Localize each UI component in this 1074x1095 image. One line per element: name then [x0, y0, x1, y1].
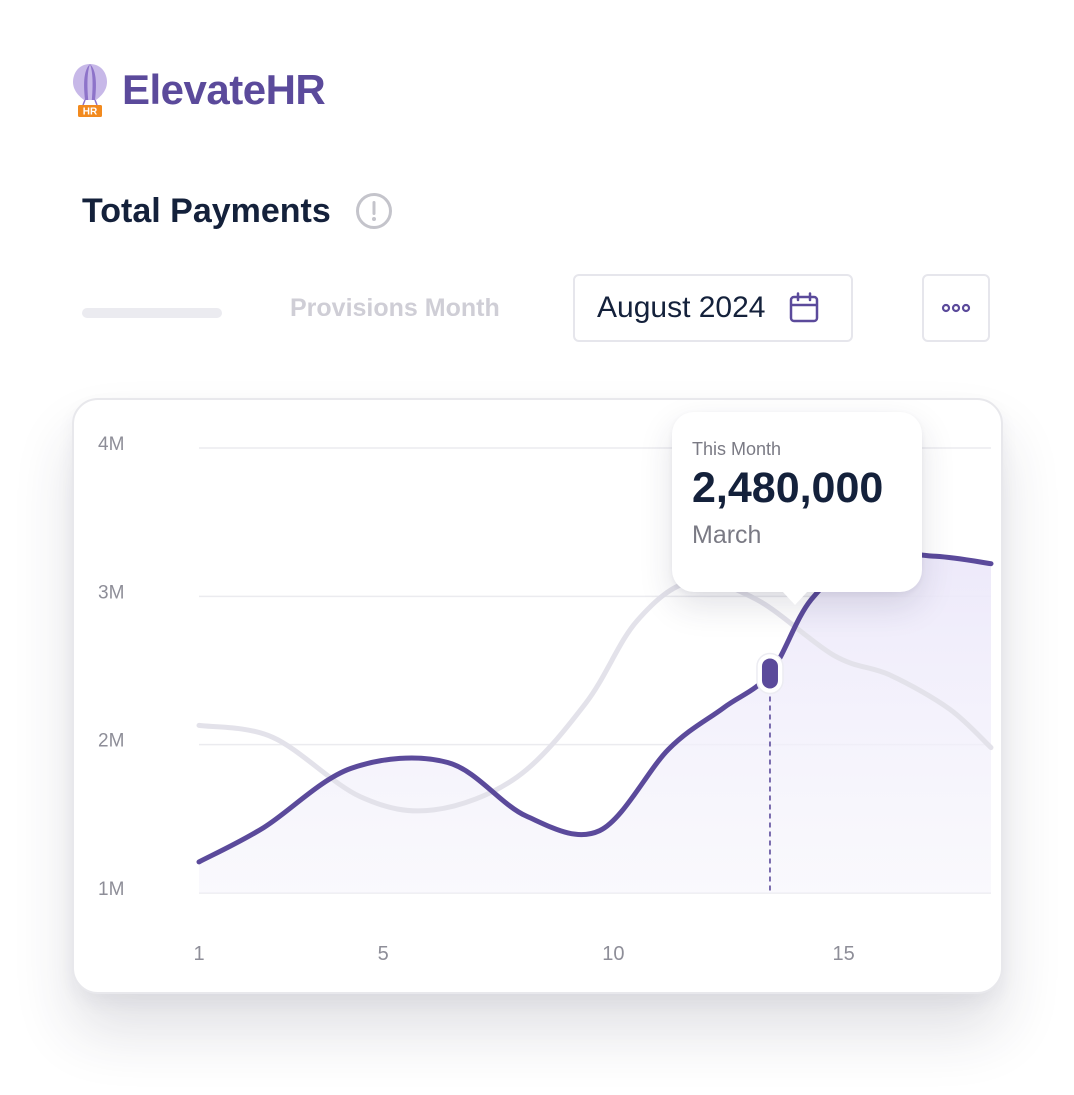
- x-tick-label: 10: [602, 943, 624, 965]
- provisions-month-label[interactable]: Provisions Month: [290, 294, 500, 322]
- y-tick-label: 2M: [98, 731, 124, 752]
- more-icon: [941, 303, 971, 313]
- title-row: Total Payments: [82, 192, 393, 230]
- more-options-button[interactable]: [922, 274, 990, 342]
- month-picker[interactable]: August 2024: [573, 274, 853, 342]
- info-icon[interactable]: [355, 192, 393, 230]
- segment-track[interactable]: [82, 308, 222, 318]
- x-tick-label: 5: [378, 943, 389, 965]
- y-tick-label: 3M: [98, 582, 124, 603]
- calendar-icon: [790, 292, 819, 323]
- month-picker-value: August 2024: [597, 291, 766, 324]
- tooltip-value: 2,480,000: [692, 464, 884, 512]
- y-tick-label: 4M: [98, 434, 124, 455]
- y-tick-label: 1M: [98, 879, 124, 900]
- x-tick-label: 15: [833, 943, 855, 965]
- x-tick-label: 1: [193, 943, 204, 965]
- tooltip-label: This Month: [692, 439, 782, 459]
- logo-badge-text: HR: [83, 107, 98, 118]
- hot-air-balloon-icon: HR: [73, 64, 107, 118]
- chart-tooltip: This Month 2,480,000 March: [672, 412, 922, 605]
- tooltip-period: March: [692, 521, 762, 549]
- chart-card: 1M 2M 3M 4M 1 5 10 15 This Month 2,480,000 Marc…: [72, 398, 1003, 994]
- series-area: [199, 552, 991, 893]
- brand: HR ElevateHR: [72, 60, 326, 120]
- page-title: Total Payments: [82, 192, 331, 230]
- brand-name: ElevateHR: [122, 66, 326, 113]
- highlight-marker: [761, 658, 778, 689]
- series-line-comparison: [196, 578, 994, 814]
